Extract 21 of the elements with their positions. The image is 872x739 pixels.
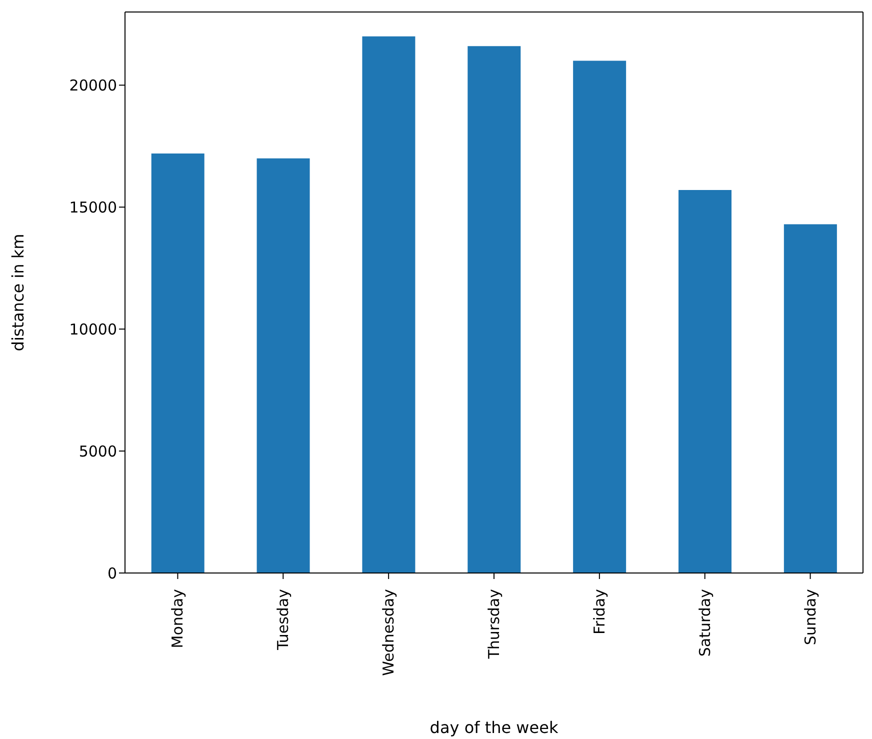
x-tick-label: Wednesday bbox=[380, 588, 398, 676]
bar bbox=[784, 224, 837, 573]
y-tick-label: 0 bbox=[107, 564, 117, 582]
x-tick-label: Monday bbox=[168, 588, 187, 648]
y-tick-label: 5000 bbox=[78, 442, 117, 460]
bar bbox=[362, 36, 416, 573]
bar bbox=[573, 60, 626, 573]
y-tick-label: 20000 bbox=[69, 76, 117, 94]
y-tick-label: 10000 bbox=[69, 320, 117, 338]
bar bbox=[256, 158, 310, 573]
bar bbox=[468, 46, 521, 573]
x-tick-label: Sunday bbox=[801, 588, 820, 646]
x-tick-label: Saturday bbox=[696, 588, 714, 657]
bar bbox=[678, 190, 732, 573]
x-tick-label: Tuesday bbox=[274, 588, 292, 652]
y-tick-label: 15000 bbox=[69, 198, 117, 216]
x-tick-label: Thursday bbox=[485, 588, 503, 660]
x-tick-label: Friday bbox=[590, 588, 608, 634]
x-axis-title: day of the week bbox=[430, 718, 559, 737]
bar bbox=[151, 153, 204, 573]
y-axis-title: distance in km bbox=[8, 234, 28, 352]
